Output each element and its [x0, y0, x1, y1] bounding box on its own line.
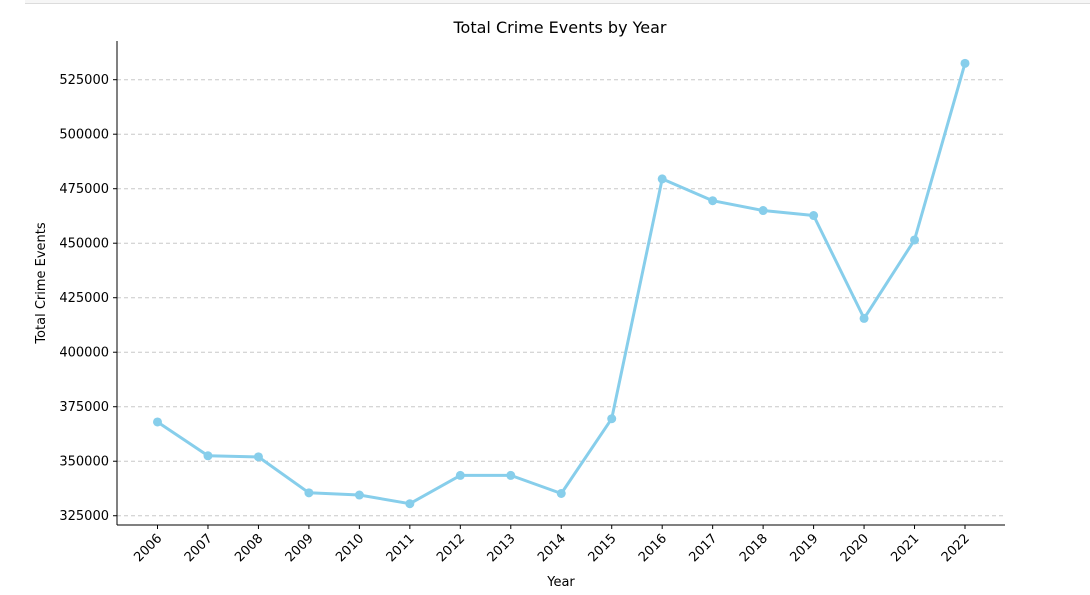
x-tick-label: 2006	[131, 531, 165, 565]
x-tick-label: 2014	[535, 531, 569, 565]
y-tick-label: 450000	[59, 237, 109, 252]
y-tick-label: 500000	[59, 128, 109, 143]
toolbar-strip	[25, 0, 1090, 4]
x-tick-label: 2019	[787, 531, 821, 565]
data-point	[910, 235, 920, 245]
data-point	[859, 313, 869, 323]
x-tick-label: 2016	[636, 531, 670, 565]
x-tick-label: 2013	[485, 531, 519, 565]
y-tick-label: 425000	[59, 291, 109, 306]
data-point	[455, 470, 465, 480]
x-tick-label: 2015	[586, 531, 620, 565]
x-tick-label: 2011	[384, 531, 418, 565]
y-tick-label: 350000	[59, 455, 109, 470]
series-line	[156, 62, 967, 506]
y-tick-label: 375000	[59, 400, 109, 415]
data-point	[607, 414, 617, 424]
x-tick-label: 2022	[939, 531, 973, 565]
x-tick-label: 2007	[182, 531, 216, 565]
data-point	[304, 488, 314, 498]
data-point	[809, 211, 819, 221]
x-tick-label: 2008	[232, 531, 266, 565]
data-point	[354, 490, 364, 500]
x-tick-label: 2010	[333, 531, 367, 565]
data-point	[506, 470, 516, 480]
data-point	[758, 206, 768, 216]
y-tick-label: 475000	[59, 182, 109, 197]
data-point	[153, 417, 162, 427]
series-line-group	[153, 58, 970, 509]
grid-lines	[117, 79, 1005, 517]
chart-title: Total Crime Events by Year	[452, 18, 666, 37]
y-tick-label: 400000	[59, 346, 109, 361]
x-axis-label: Year	[546, 575, 575, 590]
y-tick-label: 325000	[59, 509, 109, 524]
data-point	[657, 174, 667, 184]
x-tick-label: 2020	[838, 531, 872, 565]
x-tick-label: 2018	[737, 531, 771, 565]
data-point	[708, 196, 718, 206]
y-tick-label: 525000	[59, 73, 109, 88]
data-point	[203, 451, 213, 461]
x-tick-label: 2021	[888, 531, 922, 565]
y-axis-label: Total Crime Events	[34, 222, 49, 345]
data-point	[960, 58, 970, 68]
x-axis-ticks: 2006 2007 2008 2009 2010 2011 2012 2013 2014 2015…	[131, 525, 973, 565]
data-point	[405, 499, 415, 509]
x-tick-label: 2012	[434, 531, 468, 565]
y-axis-ticks: 325000 350000 375000 400000 425000 450000 4750…	[59, 73, 117, 524]
data-point	[556, 488, 566, 498]
data-point	[253, 452, 263, 462]
x-tick-label: 2009	[283, 531, 317, 565]
x-tick-label: 2017	[686, 531, 720, 565]
